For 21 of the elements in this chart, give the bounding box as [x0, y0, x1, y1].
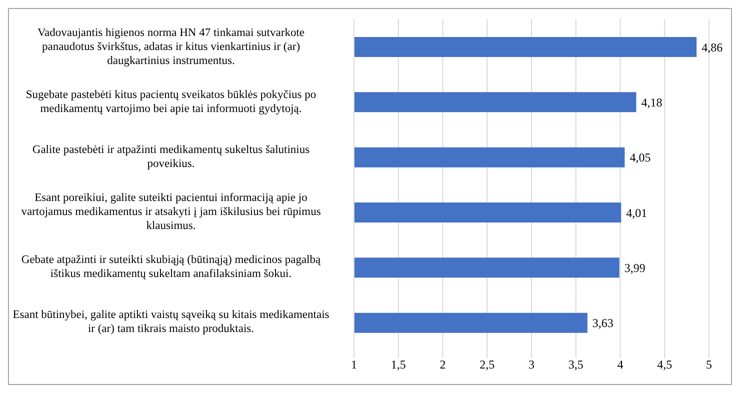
x-tick-label: 1,5: [390, 358, 406, 372]
y-tick-label: Esant poreikiui, galite suteikti pacientui informaciją apie jo vartojamus medikamentus ir atsakyti į jam iškilusius bei rūpimus klausimus.: [20, 191, 322, 234]
y-tick-label: Sugebate pastebėti kitus pacientų sveikatos būklės pokyčius po medikamentų vartojimo bei apie tai informuoti gydytoją.: [24, 88, 318, 116]
data-label: 3,99: [624, 260, 646, 275]
x-tick-label: 3: [528, 358, 534, 372]
x-tick-label: 2: [440, 358, 446, 372]
y-tick-label: Galite pastebėti ir atpažinti medikamentų sukeltus šalutinius poveikius.: [31, 142, 311, 171]
x-tick-label: 2,5: [480, 358, 495, 372]
x-tick-label: 4,5: [657, 358, 672, 372]
data-label: 4,18: [641, 95, 662, 110]
data-label: 4,86: [702, 40, 723, 54]
y-tick-label: Vadovaujantis higienos norma HN 47 tinkamai sutvarkote panaudotus švirkštus, adatas ir kitus vienkartinius ir (ar) daugkartinius instrumentus.: [36, 26, 306, 68]
x-tick-label: 5: [706, 358, 712, 372]
data-label: 3,63: [592, 316, 614, 330]
data-label: 4,05: [630, 150, 651, 165]
x-tick-label: 3,5: [568, 358, 584, 372]
data-label: 4,01: [626, 206, 648, 220]
y-tick-label: Esant būtinybei, galite aptikti vaistų sąveiką su kitais medikamentais ir (ar) tam tikrais maisto produktais.: [12, 308, 330, 336]
x-tick-label: 1: [351, 358, 357, 372]
y-tick-label: Gebate atpažinti ir suteikti skubiąją (būtinąją) medicinos pagalbą ištikus medikamentų sukeltam anafilaksiniam šokui.: [20, 253, 322, 282]
x-tick-label: 4: [617, 358, 624, 372]
